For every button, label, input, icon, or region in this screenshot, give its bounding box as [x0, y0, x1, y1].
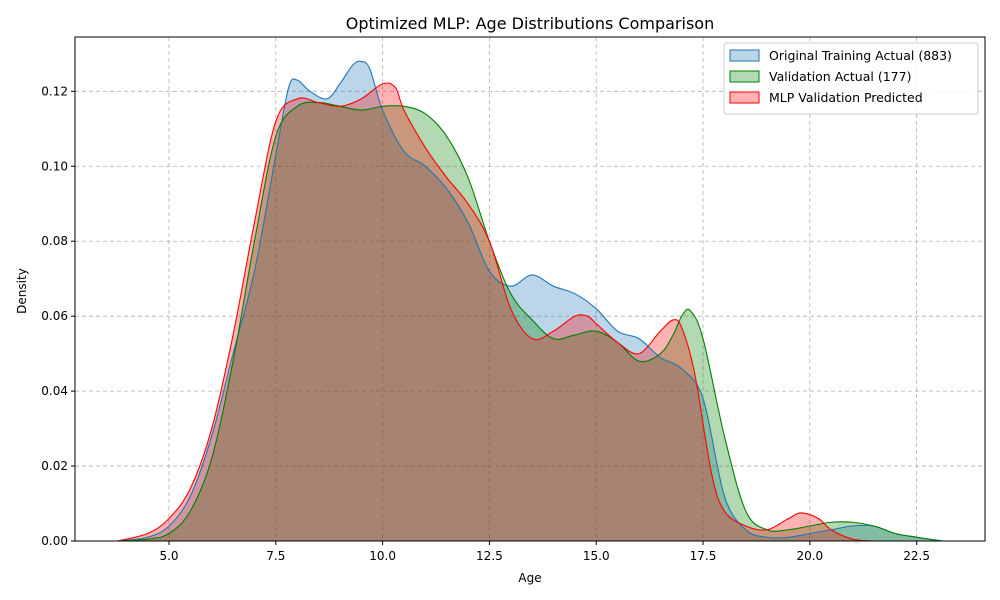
series-fill-2 — [117, 82, 874, 542]
y-axis-ticks: 0.00 0.02 0.04 0.06 0.08 0.10 0.12 — [41, 84, 75, 548]
y-tick-label: 0.06 — [41, 309, 68, 323]
x-tick-label: 12.5 — [476, 549, 503, 563]
legend-swatch-0 — [729, 49, 760, 62]
chart-title: Optimized MLP: Age Distributions Compari… — [346, 14, 714, 33]
plot-frame — [74, 36, 986, 542]
legend-box — [723, 42, 979, 115]
x-tick-label: 5.0 — [159, 549, 178, 563]
x-tick-label: 22.5 — [903, 549, 930, 563]
legend-swatch-2 — [729, 91, 760, 104]
y-tick-label: 0.08 — [41, 234, 68, 248]
x-tick-label: 20.0 — [796, 549, 823, 563]
y-tick-label: 0.10 — [41, 159, 68, 173]
y-tick-label: 0.00 — [41, 534, 68, 548]
legend: Original Training Actual (883) Validation… — [723, 42, 979, 115]
legend-swatch-1 — [729, 70, 760, 83]
y-tick-label: 0.12 — [41, 84, 68, 98]
legend-label-1: Validation Actual (177) — [769, 69, 911, 84]
series-lines — [117, 60, 943, 542]
series-fill-1 — [117, 102, 943, 541]
x-axis-label: Age — [518, 571, 541, 585]
x-tick-label: 7.5 — [266, 549, 285, 563]
y-tick-label: 0.04 — [41, 384, 68, 398]
series-fill-0 — [117, 61, 943, 542]
series-fills — [117, 61, 943, 542]
x-axis-ticks: 5.0 7.5 10.0 12.5 15.0 17.5 20.0 22.5 — [159, 541, 930, 563]
x-tick-label: 15.0 — [583, 549, 610, 563]
y-tick-label: 0.02 — [41, 459, 68, 473]
x-tick-label: 17.5 — [690, 549, 717, 563]
x-tick-label: 10.0 — [369, 549, 396, 563]
y-axis-label: Density — [15, 268, 29, 314]
series-line-0 — [117, 60, 943, 542]
legend-label-0: Original Training Actual (883) — [769, 48, 952, 63]
series-line-2 — [117, 82, 874, 542]
legend-label-2: MLP Validation Predicted — [769, 90, 923, 105]
